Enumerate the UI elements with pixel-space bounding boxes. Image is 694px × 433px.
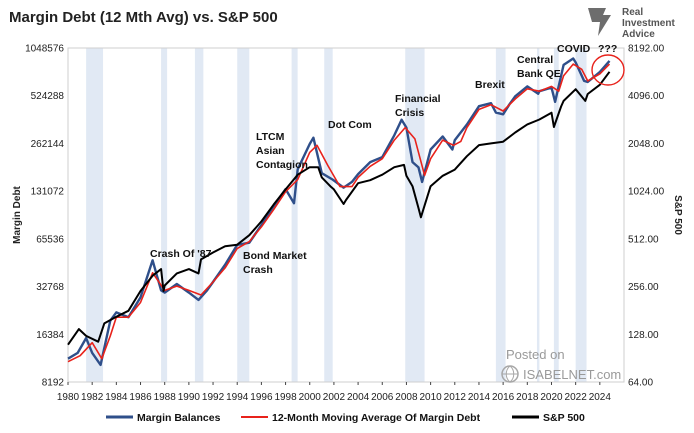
left-tick-label: 524288	[31, 91, 65, 102]
shaded-band-8	[536, 48, 540, 382]
left-tick-label: 16384	[36, 330, 64, 341]
series-line-sp500	[67, 71, 611, 346]
right-tick-label: 4096.00	[628, 91, 665, 102]
x-tick-label: 2000	[299, 392, 322, 403]
x-tick-label: 1988	[154, 392, 177, 403]
x-tick-label: 1982	[81, 392, 104, 403]
annotation-ltcm-3: Contagion	[256, 159, 308, 171]
x-tick-label: 2014	[468, 392, 491, 403]
recession-shading	[86, 48, 587, 382]
x-tick-label: 1998	[274, 392, 297, 403]
annotation-covid: COVID	[557, 43, 591, 55]
annotation-financial-2: Crisis	[395, 107, 424, 119]
annotation-question: ???	[598, 43, 617, 55]
right-axis-ticks: 64.00 128.00 256.00 512.00 1024.00 2048.00 409…	[628, 44, 665, 389]
shaded-band-9	[553, 48, 559, 382]
x-tick-label: 2006	[371, 392, 394, 403]
series-line-margin-balances	[67, 57, 611, 367]
series-line-moving-average	[67, 63, 611, 363]
shaded-band-5	[324, 48, 333, 382]
x-tick-label: 1984	[105, 392, 128, 403]
x-tick-label: 1980	[57, 392, 80, 403]
left-axis-label: Margin Debt	[12, 185, 23, 243]
legend: Margin Balances 12-Month Moving Average …	[106, 412, 585, 424]
x-tick-label: 2024	[589, 392, 612, 403]
annotation-ltcm-1: LTCM	[256, 131, 285, 143]
annotations: Crash Of '87 Bond Market Crash LTCM Asia…	[150, 43, 625, 276]
globe-icon-arc	[502, 365, 518, 383]
right-tick-label: 64.00	[628, 378, 653, 389]
right-tick-label: 128.00	[628, 330, 659, 341]
x-tick-label: 2022	[565, 392, 588, 403]
eagle-logo-icon	[588, 8, 611, 36]
series-lines	[67, 57, 611, 367]
shaded-band-6	[405, 48, 425, 382]
left-tick-label: 32768	[36, 282, 64, 293]
x-tick-label: 2002	[323, 392, 346, 403]
logo-line-2: Investment	[622, 18, 675, 29]
left-tick-label: 1048576	[25, 44, 64, 55]
shaded-band-10	[575, 48, 587, 382]
logo-line-3: Advice	[622, 29, 655, 40]
x-axis-ticks: 1980 1982 1984 1986 1988 1990 1992 1994 1996 1998…	[57, 382, 612, 403]
watermark: Posted on ISABELNET.com	[501, 347, 621, 383]
legend-sp500: S&P 500	[543, 412, 585, 424]
x-tick-label: 1996	[250, 392, 273, 403]
x-tick-label: 2018	[516, 392, 539, 403]
right-tick-label: 1024.00	[628, 187, 665, 198]
shaded-band-1	[161, 48, 168, 382]
right-axis-label: S&P 500	[672, 195, 683, 235]
shaded-band-3	[237, 48, 250, 382]
x-tick-label: 2008	[395, 392, 418, 403]
annotation-dot-com: Dot Com	[328, 119, 372, 131]
x-tick-label: 2020	[540, 392, 563, 403]
right-tick-label: 8192.00	[628, 44, 665, 55]
annotation-financial-1: Financial	[395, 93, 441, 105]
watermark-line-1: Posted on	[506, 347, 565, 362]
right-tick-label: 2048.00	[628, 139, 665, 150]
x-tick-label: 2004	[347, 392, 370, 403]
annotation-ltcm-2: Asian	[256, 145, 285, 157]
left-axis-ticks: 8192 16384 32768 65536 131072 262144 524288 104…	[25, 44, 64, 389]
legend-moving-average: 12-Month Moving Average Of Margin Debt	[272, 412, 481, 424]
shaded-band-4	[291, 48, 298, 382]
shaded-band-2	[194, 48, 204, 382]
right-tick-label: 256.00	[628, 282, 659, 293]
left-tick-label: 131072	[31, 187, 65, 198]
chart-title: Margin Debt (12 Mth Avg) vs. S&P 500	[9, 9, 278, 26]
annotation-bond-market-2: Crash	[243, 264, 273, 276]
watermark-line-2: ISABELNET.com	[523, 367, 621, 382]
x-tick-label: 2010	[419, 392, 442, 403]
logo: Real Investment Advice	[588, 7, 675, 40]
x-tick-label: 1992	[202, 392, 225, 403]
legend-margin-balances: Margin Balances	[137, 412, 221, 424]
left-tick-label: 65536	[36, 234, 64, 245]
x-tick-label: 2016	[492, 392, 515, 403]
x-tick-label: 1994	[226, 392, 249, 403]
plot-frame	[67, 47, 625, 383]
right-tick-label: 512.00	[628, 234, 659, 245]
left-tick-label: 262144	[31, 139, 65, 150]
annotation-crash-87: Crash Of '87	[150, 248, 212, 260]
x-tick-label: 1990	[178, 392, 201, 403]
highlight-circle	[591, 54, 625, 86]
shaded-band-7	[495, 48, 506, 382]
annotation-central-2: Bank QE	[517, 68, 561, 80]
annotation-brexit: Brexit	[475, 79, 505, 91]
x-tick-label: 1986	[129, 392, 152, 403]
shaded-band-0	[86, 48, 104, 382]
logo-line-1: Real	[622, 7, 643, 18]
x-tick-label: 2012	[444, 392, 467, 403]
annotation-bond-market-1: Bond Market	[243, 250, 307, 262]
left-tick-label: 8192	[42, 378, 65, 389]
annotation-central-1: Central	[517, 54, 553, 66]
